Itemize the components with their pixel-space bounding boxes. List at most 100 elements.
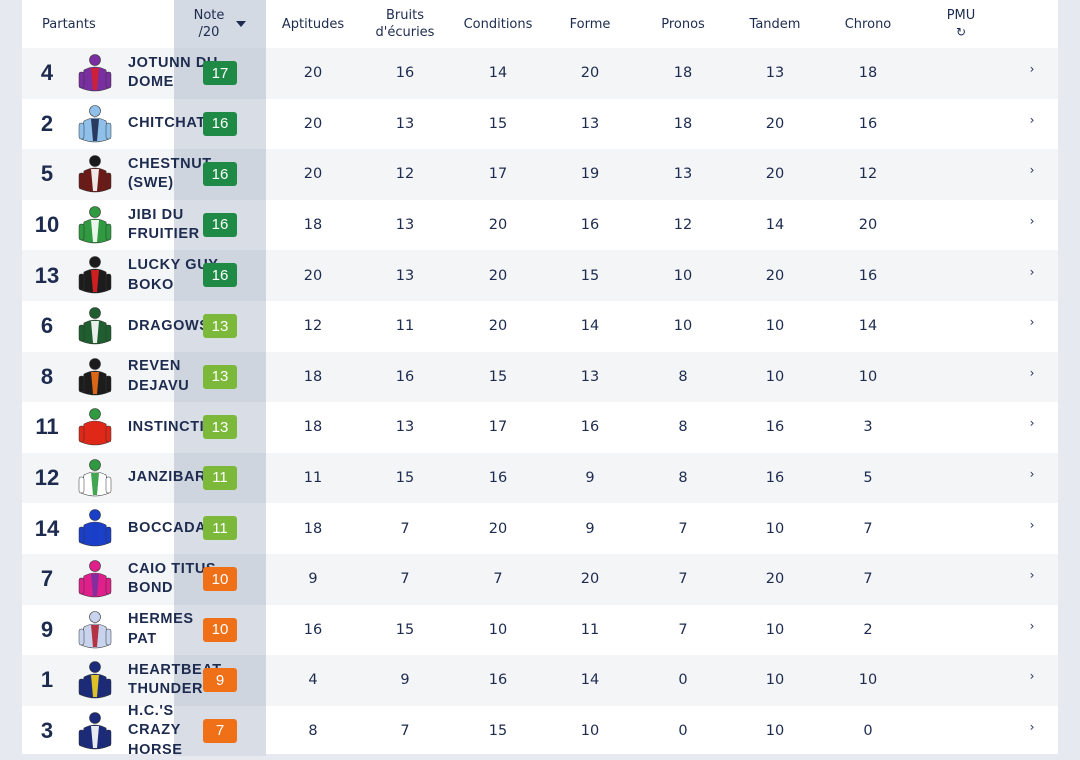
score-cell: 9	[400, 672, 410, 689]
header-forme[interactable]: Forme	[544, 0, 636, 48]
score-cell: 10	[673, 267, 693, 284]
refresh-icon[interactable]: ↻	[955, 25, 967, 39]
chevron-right-icon[interactable]: ›	[1029, 517, 1035, 532]
table-row[interactable]: 6 DRAGOWS 13 12 11 20 14 10 10 14 ›	[22, 301, 1058, 352]
table-row[interactable]: 11 INSTINCTIF 13 18 13 17 16 8 16 3 ›	[22, 402, 1058, 453]
horse-name[interactable]: HEARTBEAT THUNDER	[128, 655, 224, 706]
purple-red-jockey-icon	[76, 54, 114, 94]
score-cell: 7	[493, 571, 503, 588]
header-forme-label: Forme	[569, 16, 611, 32]
score-cell: 10	[765, 621, 785, 638]
score-cell: 0	[863, 723, 873, 740]
score-cell: 11	[303, 470, 323, 487]
header-conditions[interactable]: Conditions	[452, 0, 544, 48]
lightblue-jockey-icon	[76, 104, 114, 145]
table-row[interactable]: 4 JOTUNN DU DOME 17 20 16 14 20 18 13 18 ›	[22, 48, 1058, 99]
table-row[interactable]: 3 H.C.'S CRAZY HORSE 7 8 7 15 10 0 10 0 ›	[22, 703, 1058, 758]
table-row[interactable]: 1 HEARTBEAT THUNDER 9 4 9 16 14 0 10 10 ›	[22, 655, 1058, 706]
horse-name[interactable]: HERMES PAT	[128, 605, 224, 656]
horse-name[interactable]: LUCKY GUY BOKO	[128, 250, 224, 301]
table-row[interactable]: 5 CHESTNUT (SWE) 16 20 12 17 19 13 20 12 ›	[22, 149, 1058, 200]
score-cell: 13	[395, 115, 415, 132]
horse-name[interactable]: REVEN DEJAVU	[128, 352, 224, 403]
runner-number: 1	[40, 667, 54, 693]
header-aptitudes[interactable]: Aptitudes	[267, 0, 359, 48]
chevron-right-icon[interactable]: ›	[1029, 416, 1035, 431]
score-cell: 10	[858, 368, 878, 385]
score-cell: 8	[678, 419, 688, 436]
score-cell: 9	[585, 470, 595, 487]
chevron-right-icon[interactable]: ›	[1029, 62, 1035, 77]
header-pmu-label: PMU ↻	[947, 7, 976, 41]
runner-number: 4	[40, 60, 54, 86]
table-row[interactable]: 8 REVEN DEJAVU 13 18 16 15 13 8 10 10 ›	[22, 351, 1058, 403]
horse-name-text: REVEN DEJAVU	[128, 358, 190, 394]
header-pmu[interactable]: PMU ↻	[915, 0, 1007, 48]
header-partants[interactable]: Partants	[42, 0, 162, 48]
score-cell: 10	[765, 368, 785, 385]
score-cell: 15	[580, 267, 600, 284]
table-row[interactable]: 12 JANZIBAR 11 11 15 16 9 8 16 5 ›	[22, 452, 1058, 504]
chevron-right-icon[interactable]: ›	[1029, 618, 1035, 633]
table-header: Partants Note /20 Aptitudes Bruits d'écu…	[22, 0, 1058, 48]
score-cell: 18	[303, 520, 323, 537]
header-bruits[interactable]: Bruits d'écuries	[359, 0, 451, 48]
table-row[interactable]: 13 LUCKY GUY BOKO 16 20 13 20 15 10 20 16 ›	[22, 250, 1058, 301]
chevron-right-icon[interactable]: ›	[1029, 467, 1035, 482]
chevron-right-icon[interactable]: ›	[1029, 720, 1035, 735]
table-row[interactable]: 10 JIBI DU FRUITIER 16 18 13 20 16 12 14 20 ›	[22, 199, 1058, 251]
score-cell: 16	[580, 217, 600, 234]
horse-name[interactable]: JOTUNN DU DOME	[128, 48, 224, 99]
horse-name[interactable]: CHITCHAT	[128, 99, 224, 150]
score-cell: 7	[400, 723, 410, 740]
horse-name[interactable]: H.C.'S CRAZY HORSE	[128, 703, 224, 758]
chevron-right-icon[interactable]: ›	[1029, 112, 1035, 127]
green-jockey-icon	[76, 205, 114, 246]
horse-name[interactable]: DRAGOWS	[128, 301, 224, 352]
horse-name-text: CHESTNUT (SWE)	[128, 155, 212, 192]
header-partants-label: Partants	[42, 16, 96, 32]
table-row[interactable]: 9 HERMES PAT 10 16 15 10 11 7 10 2 ›	[22, 604, 1058, 656]
header-bruits-line1: Bruits	[386, 8, 424, 23]
chevron-right-icon[interactable]: ›	[1029, 365, 1035, 380]
note-badge: 10	[203, 567, 237, 591]
score-cell: 16	[765, 419, 785, 436]
score-cell: 20	[858, 217, 878, 234]
chevron-right-icon[interactable]: ›	[1029, 568, 1035, 583]
score-cell: 19	[580, 166, 600, 183]
chevron-right-icon[interactable]: ›	[1029, 163, 1035, 178]
table-row[interactable]: 14 BOCCADAMO 11 18 7 20 9 7 10 7 ›	[22, 503, 1058, 554]
header-note-sort[interactable]: Note /20	[174, 0, 266, 48]
blue-jockey-icon	[76, 509, 114, 549]
chevron-right-icon[interactable]: ›	[1029, 264, 1035, 279]
chevron-right-icon[interactable]: ›	[1029, 315, 1035, 330]
horse-name[interactable]: JIBI DU FRUITIER	[128, 200, 224, 251]
table-row[interactable]: 2 CHITCHAT 16 20 13 15 13 18 20 16 ›	[22, 98, 1058, 150]
score-cell: 18	[673, 115, 693, 132]
header-pronos-label: Pronos	[661, 16, 705, 32]
horse-name[interactable]: CAIO TITUS BOND	[128, 554, 224, 605]
header-note-line2: /20	[198, 25, 220, 40]
chevron-right-icon[interactable]: ›	[1029, 669, 1035, 684]
score-cell: 16	[580, 419, 600, 436]
score-cell: 13	[395, 267, 415, 284]
header-pronos[interactable]: Pronos	[637, 0, 729, 48]
score-cell: 15	[488, 723, 508, 740]
horse-name[interactable]: JANZIBAR	[128, 453, 224, 504]
horse-name[interactable]: INSTINCTIF	[128, 402, 224, 453]
header-aptitudes-label: Aptitudes	[281, 16, 345, 32]
note-badge: 9	[203, 668, 237, 693]
runner-number: 2	[40, 110, 54, 136]
table-row[interactable]: 7 CAIO TITUS BOND 10 9 7 7 20 7 20 7 ›	[22, 554, 1058, 605]
header-tandem[interactable]: Tandem	[729, 0, 821, 48]
score-cell: 20	[303, 65, 323, 82]
header-chrono[interactable]: Chrono	[822, 0, 914, 48]
score-cell: 12	[858, 166, 878, 183]
score-cell: 20	[303, 166, 323, 183]
header-note-label: Note /20	[194, 7, 225, 41]
horse-name-text: LUCKY GUY BOKO	[128, 257, 219, 293]
score-cell: 14	[580, 318, 600, 335]
header-pmu-text: PMU	[946, 8, 976, 23]
chevron-right-icon[interactable]: ›	[1029, 214, 1035, 229]
horse-name[interactable]: CHESTNUT (SWE)	[128, 149, 224, 200]
